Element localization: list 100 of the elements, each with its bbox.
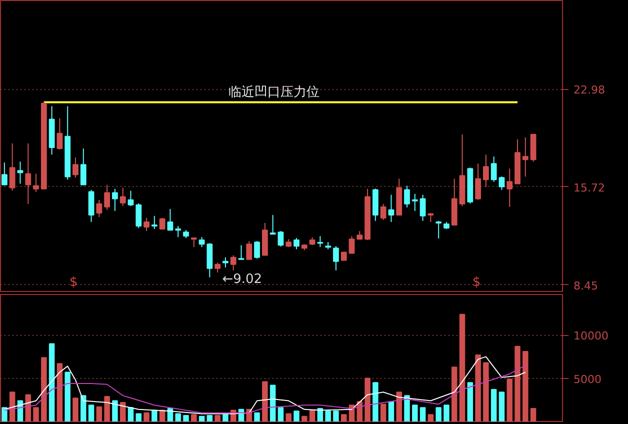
candlestick <box>333 246 339 271</box>
candlestick <box>2 162 8 186</box>
bar <box>278 407 284 422</box>
y-tick-label: 15.72 <box>574 181 605 194</box>
candlestick <box>33 173 39 192</box>
bar <box>41 357 47 422</box>
candlestick <box>506 168 513 208</box>
bar <box>183 414 189 422</box>
candlestick <box>136 202 142 229</box>
candlestick <box>420 194 426 222</box>
bar <box>96 406 102 422</box>
candlestick <box>380 203 386 220</box>
candlestick <box>404 185 410 208</box>
bar <box>490 389 497 422</box>
bar <box>25 394 31 422</box>
bar <box>436 407 442 422</box>
bar <box>128 407 134 422</box>
candlestick <box>522 136 528 178</box>
bar <box>380 404 386 422</box>
candlestick <box>175 226 182 238</box>
candlestick <box>475 163 481 200</box>
candlestick <box>222 256 228 268</box>
bar <box>498 392 505 422</box>
bar <box>2 407 8 422</box>
candlestick <box>317 236 324 248</box>
bar <box>451 366 458 422</box>
candlestick <box>498 176 505 190</box>
candlestick <box>482 154 489 188</box>
candlestick <box>88 189 94 222</box>
bar <box>420 407 426 422</box>
candlestick <box>214 262 221 273</box>
bar <box>522 351 528 422</box>
candlestick <box>80 148 86 186</box>
bar <box>317 408 324 422</box>
bar <box>270 384 276 422</box>
candlestick <box>428 212 434 222</box>
candlestick <box>412 193 418 212</box>
bar <box>136 413 142 422</box>
bar <box>294 410 300 422</box>
candlestick <box>128 190 134 207</box>
bar <box>325 410 331 422</box>
candlestick <box>278 230 284 248</box>
bar <box>340 414 347 422</box>
bar <box>506 378 512 422</box>
bar <box>56 363 63 422</box>
bar <box>444 404 450 422</box>
line-series <box>4 356 526 414</box>
candlestick <box>120 187 126 206</box>
candlestick <box>270 214 276 235</box>
candlestick <box>254 240 260 260</box>
bar <box>80 395 86 422</box>
candlestick <box>348 236 355 254</box>
bar <box>396 392 402 422</box>
candlestick <box>72 157 78 178</box>
bar <box>262 381 268 422</box>
bar <box>286 413 292 422</box>
candlestick <box>56 118 63 150</box>
bar <box>412 404 418 422</box>
candlestick <box>388 194 394 222</box>
candlestick <box>238 244 244 260</box>
bar <box>48 343 55 422</box>
annotation: ←9.02 <box>222 272 262 288</box>
annotation: $ <box>472 275 481 290</box>
candlestick <box>104 184 110 210</box>
bar <box>302 416 308 422</box>
bar <box>514 346 520 422</box>
candlestick <box>190 238 197 248</box>
bar <box>388 401 394 422</box>
bar <box>144 412 150 422</box>
bar <box>467 382 474 422</box>
bar <box>475 354 481 422</box>
bar <box>404 395 410 422</box>
candlestick <box>17 161 24 184</box>
candlestick <box>9 142 16 192</box>
bar <box>120 402 126 422</box>
bar <box>198 416 205 422</box>
bar <box>459 314 466 422</box>
bar <box>33 407 39 422</box>
candlestick <box>490 156 497 182</box>
candlestick <box>96 199 102 218</box>
candlestick <box>144 217 150 232</box>
candlestick <box>294 238 300 250</box>
annotation: 临近凹口压力位 <box>228 84 320 100</box>
y-tick-label: 5000 <box>574 372 602 386</box>
bar <box>333 410 339 422</box>
line-series <box>4 364 526 414</box>
bar <box>530 408 536 422</box>
bar <box>222 414 228 422</box>
annotation: $ <box>69 275 78 290</box>
candlestick <box>230 254 236 271</box>
bar <box>104 396 110 422</box>
y-tick-label: 8.45 <box>574 279 598 292</box>
bar <box>214 414 220 422</box>
bar <box>175 413 181 422</box>
bar <box>191 414 197 422</box>
candlestick <box>436 220 442 239</box>
bar <box>72 398 78 422</box>
y-tick-label: 10000 <box>574 330 608 343</box>
bar <box>152 410 158 422</box>
bar <box>206 414 213 422</box>
